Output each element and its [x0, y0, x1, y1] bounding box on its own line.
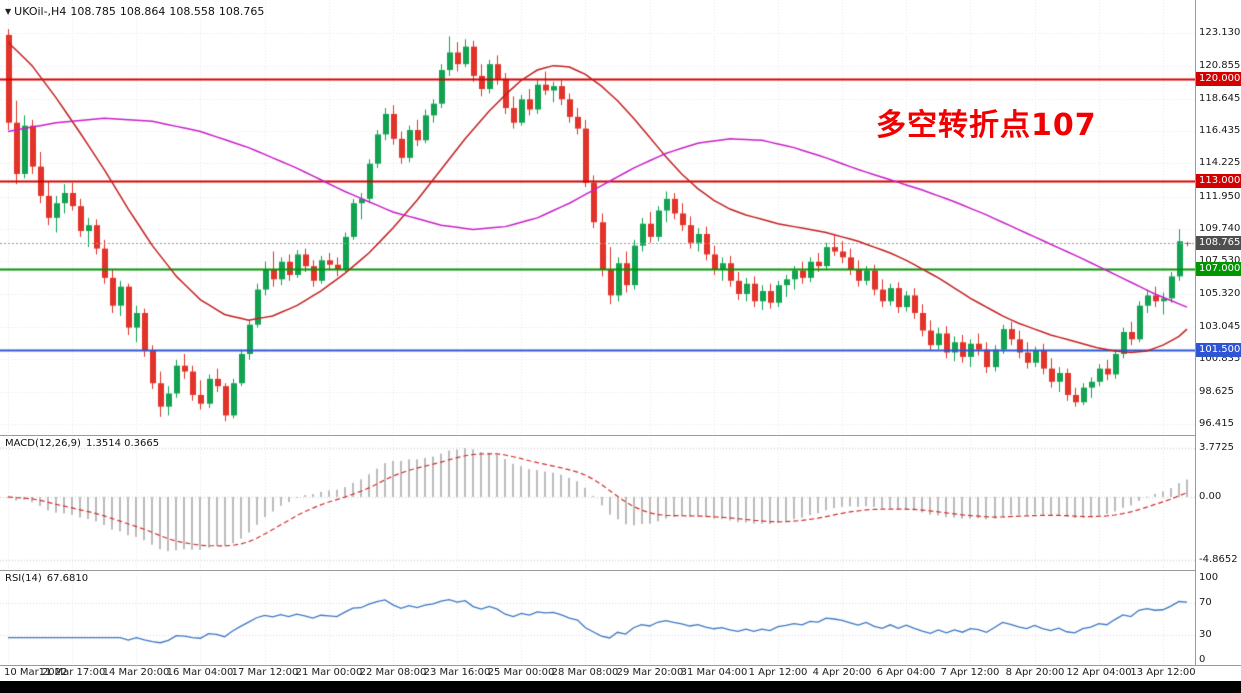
price-axis-label: 103.045: [1199, 321, 1241, 332]
time-axis-label: 1 Apr 12:00: [748, 667, 808, 678]
time-axis-label: 4 Apr 20:00: [812, 667, 872, 678]
price-level-badge: 101.500: [1196, 343, 1241, 357]
bid-price-badge: 108.765: [1196, 236, 1241, 250]
price-axis-label: 114.225: [1199, 157, 1241, 168]
macd-axis-label: 3.7725: [1199, 442, 1234, 453]
price-axis[interactable]: 123.130 120.855 118.645 116.435 114.225 111.9…: [1195, 0, 1241, 665]
price-axis-label: 123.130: [1199, 27, 1241, 38]
macd-values: 1.3514 0.3665: [85, 438, 160, 449]
macd-name: MACD(12,26,9): [5, 438, 81, 449]
time-axis[interactable]: 10 Mar 2022 11 Mar 17:00 14 Mar 20:00 16 Ma…: [0, 666, 1196, 681]
time-axis-label: 8 Apr 20:00: [1005, 667, 1065, 678]
price-level-badge: 113.000: [1196, 174, 1241, 188]
time-axis-label: 10 Mar 2022: [4, 667, 68, 678]
macd-axis-label: -4.8652: [1199, 554, 1238, 565]
time-axis-label: 22 Mar 08:00: [359, 667, 427, 678]
panel-separator[interactable]: [0, 435, 1241, 436]
time-axis-label: 11 Mar 17:00: [38, 667, 106, 678]
time-axis-label: 16 Mar 04:00: [166, 667, 234, 678]
rsi-axis-label: 0: [1199, 654, 1206, 665]
time-axis-label: 21 Mar 00:00: [295, 667, 363, 678]
time-axis-label: 17 Mar 12:00: [231, 667, 299, 678]
rsi-axis-label: 100: [1199, 572, 1219, 583]
time-axis-label: 25 Mar 00:00: [487, 667, 555, 678]
time-axis-label: 31 Mar 04:00: [680, 667, 748, 678]
price-axis-label: 107.530: [1199, 255, 1241, 266]
macd-axis-label: 0.00: [1199, 491, 1222, 502]
price-axis-label: 120.855: [1199, 60, 1241, 71]
time-axis-label: 13 Apr 12:00: [1130, 667, 1196, 678]
time-axis-label: 6 Apr 04:00: [876, 667, 936, 678]
price-axis-label: 109.740: [1199, 223, 1241, 234]
close-value: 108.765: [218, 5, 265, 18]
panel-separator[interactable]: [0, 570, 1241, 571]
low-value: 108.558: [169, 5, 215, 18]
rsi-axis-label: 70: [1199, 597, 1212, 608]
panel-separator: [0, 665, 1241, 666]
price-axis-label: 100.835: [1199, 353, 1241, 364]
collapse-triangle-icon[interactable]: ▼: [5, 7, 12, 16]
price-level-badge: 107.000: [1196, 262, 1241, 276]
price-axis-label: 105.320: [1199, 288, 1241, 299]
time-axis-label: 14 Mar 20:00: [102, 667, 170, 678]
price-axis-label: 116.435: [1199, 125, 1241, 136]
high-value: 108.864: [119, 5, 166, 18]
open-value: 108.785: [70, 5, 116, 18]
price-level-badge: 120.000: [1196, 72, 1241, 86]
price-axis-label: 111.950: [1199, 191, 1241, 202]
rsi-value: 67.6810: [46, 573, 89, 584]
price-axis-label: 96.415: [1199, 418, 1234, 429]
time-axis-label: 29 Mar 20:00: [616, 667, 684, 678]
rsi-indicator-label: RSI(14) 67.6810: [5, 573, 93, 584]
rsi-name: RSI(14): [5, 573, 42, 584]
time-axis-label: 12 Apr 04:00: [1066, 667, 1132, 678]
rsi-axis-label: 30: [1199, 629, 1212, 640]
price-axis-label: 118.645: [1199, 93, 1241, 104]
macd-indicator-label: MACD(12,26,9) 1.3514 0.3665: [5, 438, 164, 449]
time-axis-label: 7 Apr 12:00: [940, 667, 1000, 678]
time-axis-label: 23 Mar 16:00: [423, 667, 491, 678]
chart-canvas[interactable]: [0, 0, 1195, 665]
bottom-bar: [0, 681, 1241, 693]
chart-title: ▼ UKOil-,H4 108.785 108.864 108.558 108.765: [5, 5, 268, 18]
price-axis-label: 98.625: [1199, 386, 1234, 397]
time-axis-label: 28 Mar 08:00: [551, 667, 619, 678]
annotation-text-object[interactable]: 多空转折点107: [876, 108, 1097, 143]
symbol-timeframe-label: UKOil-,H4: [14, 5, 67, 18]
